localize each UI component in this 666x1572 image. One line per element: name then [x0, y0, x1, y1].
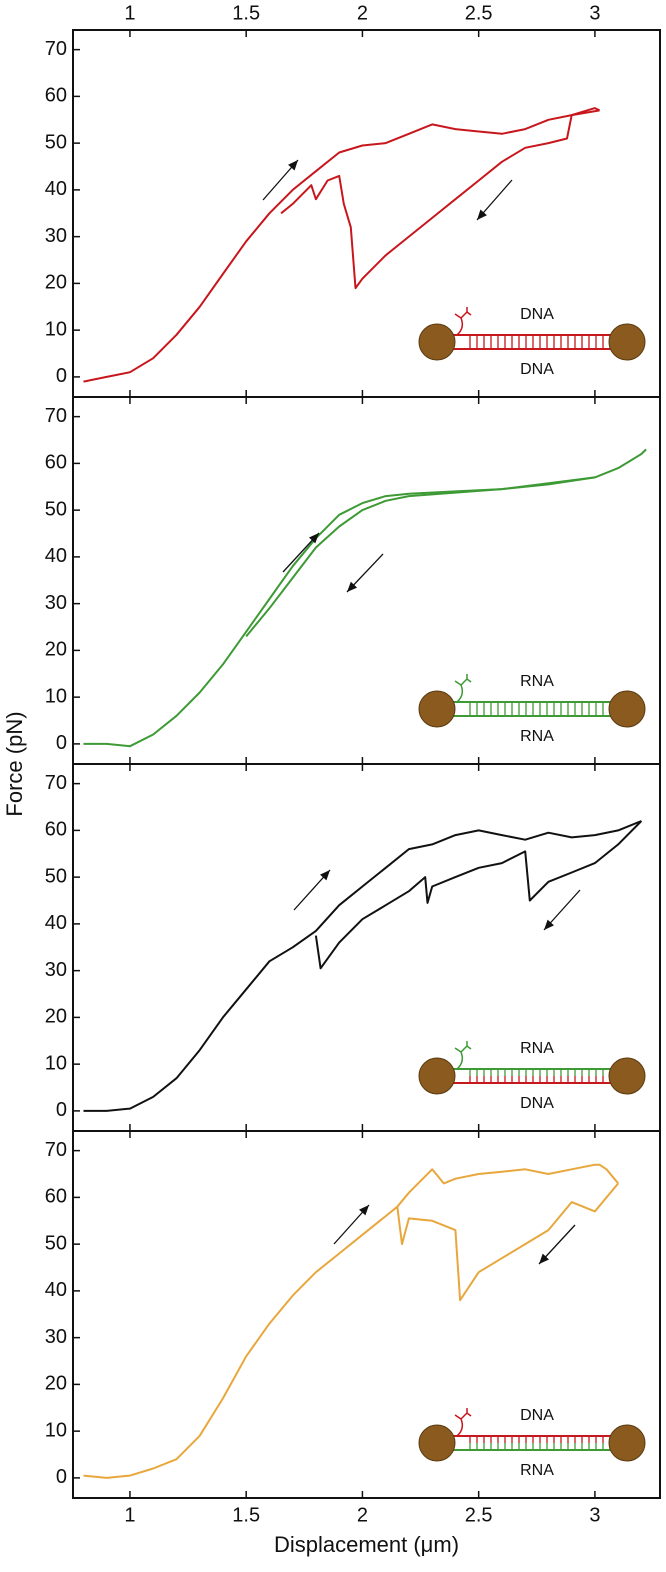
- overhang: [454, 1041, 472, 1070]
- bead: [418, 1424, 456, 1462]
- y-tick-label: 70: [45, 772, 67, 794]
- arrow-head: [539, 1253, 550, 1264]
- y-tick-label: 40: [45, 178, 67, 200]
- x-tick-label: 3: [589, 2, 600, 24]
- y-tick-label: 0: [56, 365, 67, 387]
- y-tick-label: 10: [45, 685, 67, 707]
- y-tick-label: 70: [45, 1139, 67, 1161]
- y-tick-label: 40: [45, 912, 67, 934]
- y-tick-label: 50: [45, 865, 67, 887]
- x-tick-label: 1.5: [232, 1504, 260, 1526]
- arrow-head: [359, 1205, 369, 1216]
- y-tick-label: 40: [45, 545, 67, 567]
- x-tick-label: 3: [589, 1504, 600, 1526]
- bead: [418, 1057, 456, 1095]
- y-tick-label: 0: [56, 1466, 67, 1488]
- overhang: [454, 1408, 472, 1437]
- y-tick-label: 20: [45, 1006, 67, 1028]
- bead: [418, 323, 456, 361]
- y-tick-label: 50: [45, 131, 67, 153]
- x-tick-label: 1.5: [232, 2, 260, 24]
- y-tick-label: 50: [45, 1232, 67, 1254]
- y-tick-label: 30: [45, 225, 67, 247]
- y-tick-label: 70: [45, 405, 67, 427]
- y-tick-label: 50: [45, 498, 67, 520]
- strand-label: RNA: [520, 673, 554, 690]
- y-axis-label: Force (pN): [2, 711, 27, 816]
- strand-label: RNA: [520, 728, 554, 745]
- trace: [314, 820, 643, 970]
- panel-frame: [72, 396, 661, 765]
- bead: [608, 1057, 646, 1095]
- x-axis-label: Displacement (μm): [274, 1532, 459, 1557]
- strand-label: RNA: [520, 1040, 554, 1057]
- trace: [245, 476, 596, 638]
- strand-label: RNA: [520, 1462, 554, 1479]
- arrow-head: [347, 581, 358, 592]
- arrow-head: [544, 919, 554, 930]
- trace: [83, 1163, 619, 1479]
- y-tick-label: 20: [45, 639, 67, 661]
- y-tick-label: 20: [45, 1373, 67, 1395]
- arrow-head: [288, 160, 298, 171]
- bead: [418, 690, 456, 728]
- trace: [83, 107, 601, 383]
- trace: [280, 109, 600, 290]
- trace: [396, 1182, 619, 1302]
- y-tick-label: 20: [45, 272, 67, 294]
- arrow-head: [320, 870, 330, 881]
- trace: [83, 820, 642, 1112]
- x-tick-label: 2.5: [465, 1504, 493, 1526]
- bead: [608, 323, 646, 361]
- strand-label: DNA: [520, 1095, 554, 1112]
- y-tick-label: 30: [45, 592, 67, 614]
- y-tick-label: 60: [45, 452, 67, 474]
- panel-frame: [72, 29, 661, 398]
- arrow-head: [308, 533, 319, 544]
- y-tick-label: 70: [45, 38, 67, 60]
- x-tick-label: 1: [124, 1504, 135, 1526]
- y-tick-label: 10: [45, 1052, 67, 1074]
- y-tick-label: 30: [45, 959, 67, 981]
- y-tick-label: 10: [45, 318, 67, 340]
- x-tick-label: 1: [124, 2, 135, 24]
- y-tick-label: 0: [56, 1099, 67, 1121]
- y-tick-label: 30: [45, 1326, 67, 1348]
- y-tick-label: 60: [45, 1186, 67, 1208]
- strand-label: DNA: [520, 306, 554, 323]
- y-tick-label: 60: [45, 85, 67, 107]
- y-tick-label: 60: [45, 819, 67, 841]
- y-tick-label: 10: [45, 1419, 67, 1441]
- bead: [608, 1424, 646, 1462]
- panel-frame: [72, 1130, 661, 1499]
- x-tick-label: 2: [357, 1504, 368, 1526]
- x-tick-label: 2: [357, 2, 368, 24]
- strand-label: DNA: [520, 361, 554, 378]
- y-tick-label: 40: [45, 1279, 67, 1301]
- bead: [608, 690, 646, 728]
- arrow-head: [477, 209, 487, 220]
- y-tick-label: 0: [56, 732, 67, 754]
- overhang: [454, 307, 472, 336]
- overhang: [454, 674, 472, 703]
- strand-label: DNA: [520, 1407, 554, 1424]
- panel-frame: [72, 763, 661, 1132]
- x-tick-label: 2.5: [465, 2, 493, 24]
